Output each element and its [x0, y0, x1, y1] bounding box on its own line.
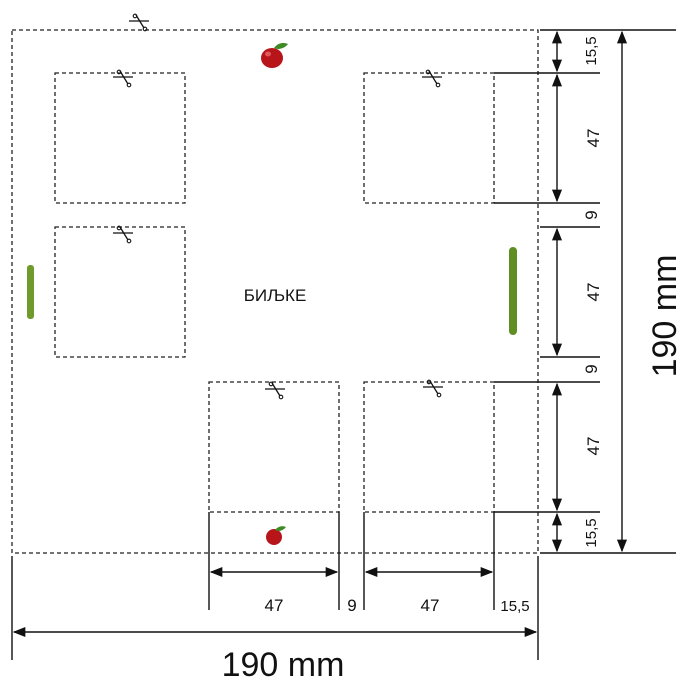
- scissors-icon: [112, 225, 134, 244]
- dim-label-margin: 15,5: [500, 598, 529, 615]
- apple-icon: [261, 43, 288, 68]
- dim-label-gap-1: 9: [582, 210, 601, 219]
- apple-icon: [266, 526, 286, 545]
- dim-label-square-1: 47: [584, 129, 603, 148]
- square-bottom-right: [363, 381, 495, 513]
- square-top-right: [363, 72, 495, 204]
- square-middle-left: [54, 226, 186, 358]
- scissors-icon: [264, 381, 286, 400]
- dim-label-margin-bottom: 15,5: [583, 518, 600, 547]
- square-bottom-left: [208, 381, 340, 513]
- dim-label-square-3: 47: [584, 437, 603, 456]
- dim-label-square-b: 47: [421, 596, 440, 615]
- center-label: БИЉКЕ: [244, 286, 307, 305]
- scissors-icon: [112, 69, 134, 88]
- stick-icon: [27, 265, 34, 319]
- scissors-icon: [421, 69, 443, 88]
- scissors-icon: [422, 379, 444, 398]
- stick-icon: [509, 247, 517, 335]
- dim-label-square-a: 47: [265, 596, 284, 615]
- dim-label-gap-2: 9: [582, 364, 601, 373]
- total-width-label: 190 mm: [222, 646, 345, 682]
- scissors-icon: [128, 13, 150, 32]
- dim-label-gap: 9: [347, 596, 356, 615]
- outer-sheet-outline: [11, 29, 539, 554]
- square-top-left: [54, 72, 186, 204]
- dim-label-margin-top: 15,5: [583, 36, 600, 65]
- dim-label-square-2: 47: [584, 283, 603, 302]
- total-height-label: 190 mm: [646, 255, 684, 378]
